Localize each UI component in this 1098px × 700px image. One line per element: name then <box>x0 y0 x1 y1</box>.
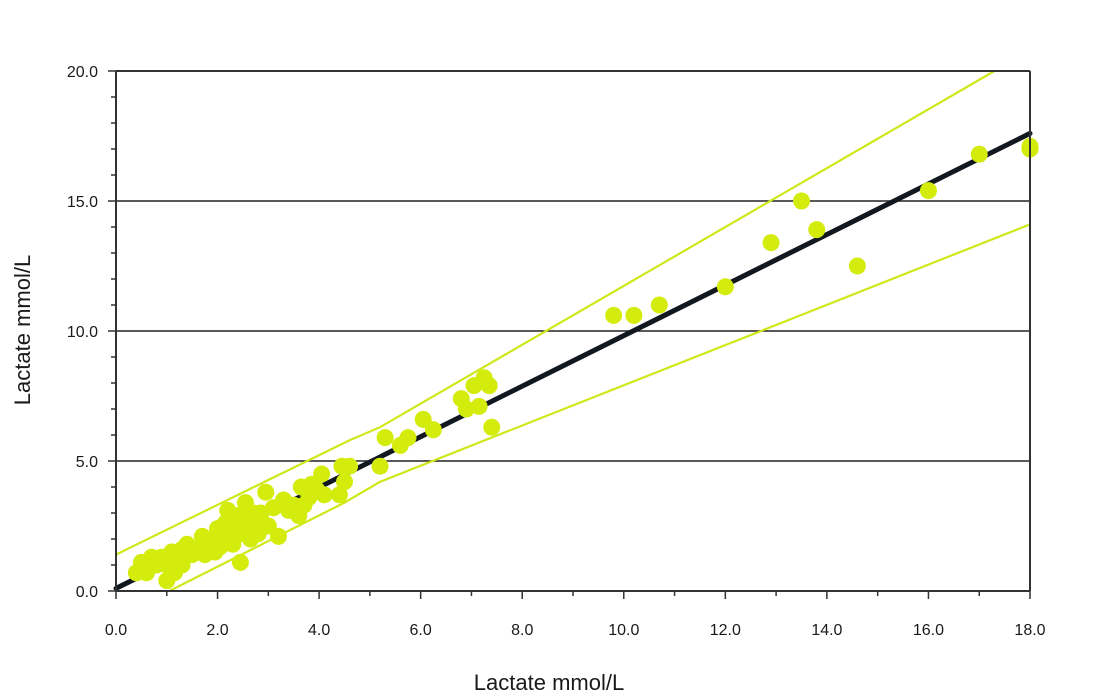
data-point <box>269 527 287 545</box>
x-tick-label: 12.0 <box>710 622 741 639</box>
data-point <box>808 221 826 239</box>
data-points <box>127 137 1039 590</box>
data-point <box>173 556 191 574</box>
y-tick-label: 10.0 <box>67 324 98 341</box>
data-point <box>762 234 780 252</box>
data-point <box>919 182 937 200</box>
data-point <box>399 429 417 447</box>
data-point <box>313 465 331 483</box>
data-point <box>970 145 988 163</box>
axes <box>108 70 1031 599</box>
data-point <box>848 257 866 275</box>
data-point <box>336 473 353 491</box>
data-point <box>650 296 668 314</box>
y-tick-label: 15.0 <box>67 194 98 211</box>
data-point <box>483 418 501 436</box>
data-point <box>376 429 394 447</box>
upper-limit-line <box>115 70 996 556</box>
x-tick-label: 14.0 <box>811 622 842 639</box>
data-point <box>793 192 810 210</box>
x-tick-label: 16.0 <box>913 622 944 639</box>
x-tick-label: 0.0 <box>105 622 127 639</box>
data-point <box>315 486 333 504</box>
data-point <box>330 486 348 504</box>
limit-lines <box>115 70 1031 592</box>
x-tick-label: 6.0 <box>410 622 432 639</box>
x-tick-label: 18.0 <box>1014 622 1045 639</box>
data-point <box>231 553 249 571</box>
data-point <box>259 517 277 535</box>
data-point <box>625 306 643 324</box>
y-tick-label: 5.0 <box>76 454 98 471</box>
x-axis-title: Lactate mmol/L <box>474 670 624 695</box>
lower-limit-line <box>168 223 1031 592</box>
data-point <box>414 410 432 428</box>
tick-labels: 0.0 5.0 10.0 15.0 20.0 0.0 2.0 4.0 6.0 8.0 10.0 12.… <box>67 64 1046 639</box>
data-point <box>371 457 389 475</box>
x-tick-label: 4.0 <box>308 622 330 639</box>
data-point <box>470 397 488 415</box>
y-tick-label: 0.0 <box>76 584 98 601</box>
data-point <box>605 306 623 324</box>
data-point <box>341 457 359 475</box>
data-point <box>257 483 275 501</box>
data-point <box>480 377 498 395</box>
x-tick-label: 10.0 <box>608 622 639 639</box>
x-tick-label: 2.0 <box>206 622 228 639</box>
data-point <box>716 278 734 296</box>
y-axis-title: Lactate mmol/L <box>10 255 35 405</box>
data-point <box>457 400 475 418</box>
data-point <box>424 421 442 439</box>
x-tick-label: 8.0 <box>511 622 533 639</box>
data-point <box>224 535 242 553</box>
y-tick-label: 20.0 <box>67 64 98 81</box>
